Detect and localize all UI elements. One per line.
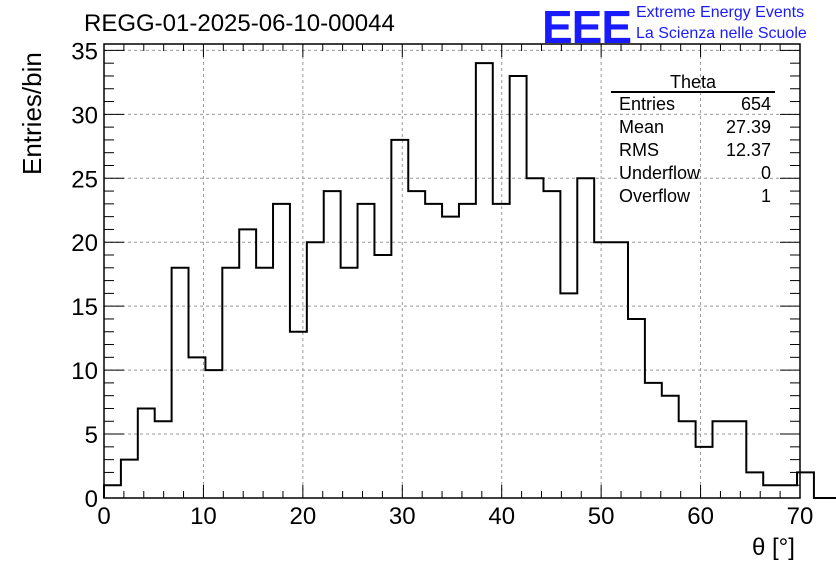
histogram-bin: [696, 447, 713, 498]
histogram-bin: [577, 178, 594, 498]
histogram-bin: [713, 421, 730, 498]
histogram-bin: [510, 76, 527, 498]
histogram-bin: [780, 485, 797, 498]
stats-value: 12.37: [725, 140, 771, 160]
x-tick-label: 70: [787, 503, 814, 530]
histogram-bin: [560, 293, 577, 498]
stats-row-underflow: Underflow 0: [619, 163, 771, 186]
histogram-outline: [103, 62, 836, 499]
histogram-bin: [459, 204, 476, 498]
y-tick-label: 5: [85, 422, 98, 449]
histogram-bin: [239, 229, 256, 498]
stats-value: 27.39: [725, 117, 771, 137]
histogram-bin: [374, 255, 391, 498]
stats-row-entries: Entries 654: [619, 94, 771, 117]
y-tick-label: 10: [71, 358, 98, 385]
histogram-bin: [273, 204, 290, 498]
stats-key: Overflow: [619, 186, 691, 206]
stats-title: Theta: [611, 72, 775, 93]
x-tick-label: 40: [488, 503, 515, 530]
grid-lines: [104, 44, 800, 498]
stats-value: 654: [740, 94, 771, 114]
y-tick-label: 20: [71, 230, 98, 257]
stats-key: RMS: [619, 140, 659, 160]
histogram-bin: [679, 421, 696, 498]
logo-line-2: La Scienza nelle Scuole: [636, 25, 807, 42]
x-tick-label: 0: [97, 503, 110, 530]
stats-row-mean: Mean 27.39: [619, 117, 771, 140]
x-tick-label: 60: [687, 503, 714, 530]
histogram-bin: [104, 485, 121, 498]
logo-line-1: Extreme Energy Events: [636, 4, 805, 21]
y-tick-label: 25: [71, 166, 98, 193]
histogram-bin: [527, 178, 544, 498]
histogram-bars: [103, 62, 836, 499]
histogram-bin: [172, 268, 189, 498]
histogram-bin: [408, 191, 425, 498]
stats-box: Theta Entries 654 Mean 27.39 RMS 12.37 U…: [611, 72, 778, 208]
histogram-bin: [425, 204, 442, 498]
histogram-bin: [763, 485, 780, 498]
stats-key: Underflow: [619, 163, 701, 183]
histogram-bin: [729, 421, 746, 498]
y-tick-label: 35: [71, 38, 98, 65]
plot-frame: [103, 43, 801, 499]
histogram-bin: [476, 63, 493, 498]
histogram-bin: [324, 191, 341, 498]
y-tick-label: 0: [85, 486, 98, 513]
x-tick-label: 30: [389, 503, 416, 530]
axes: [103, 43, 801, 499]
stats-row-overflow: Overflow 1: [619, 186, 771, 209]
stats-value: 0: [760, 163, 771, 183]
eee-logo: EEE: [542, 1, 632, 53]
histogram-bin: [442, 217, 459, 498]
histogram-bin: [222, 268, 239, 498]
chart-title: REGG-01-2025-06-10-00044: [84, 10, 395, 37]
histogram-bin: [662, 396, 679, 498]
histogram-bin: [391, 140, 408, 498]
x-tick-label: 10: [190, 503, 217, 530]
histogram-bin: [645, 383, 662, 498]
stats-key: Entries: [619, 94, 676, 114]
histogram-bin: [628, 319, 645, 498]
histogram-bin: [138, 408, 155, 498]
histogram-bin: [611, 242, 628, 498]
histogram-bin: [341, 268, 358, 498]
histogram-bin: [290, 332, 307, 498]
x-axis-label: θ [°]: [752, 534, 795, 561]
y-tick-label: 15: [71, 294, 98, 321]
histogram-bin: [358, 204, 375, 498]
x-tick-label: 20: [290, 503, 317, 530]
x-tick-label: 50: [588, 503, 615, 530]
histogram-bin: [189, 357, 206, 498]
stats-key: Mean: [619, 117, 665, 137]
stats-value: 1: [760, 186, 771, 206]
y-tick-label: 30: [71, 102, 98, 129]
stats-row-rms: RMS 12.37: [619, 140, 771, 163]
y-axis-label: Entries/bin: [17, 52, 47, 175]
histogram-bin: [256, 268, 273, 498]
histogram-bin: [543, 191, 560, 498]
histogram-bin: [155, 421, 172, 498]
